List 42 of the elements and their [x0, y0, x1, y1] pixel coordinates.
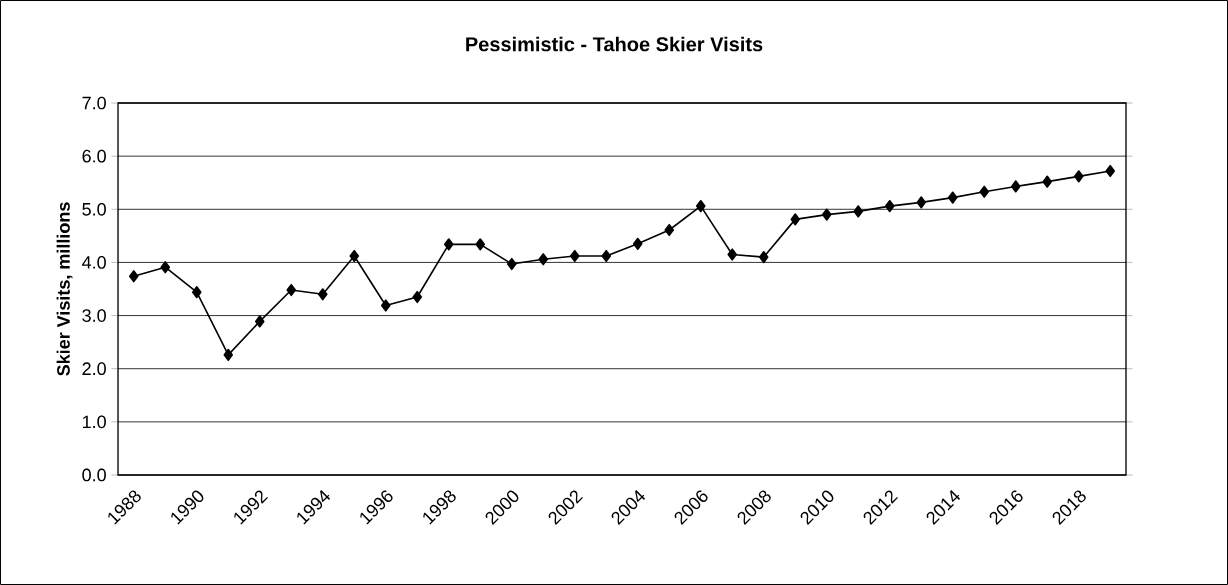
point — [947, 191, 958, 204]
point — [884, 199, 895, 213]
point — [443, 238, 454, 251]
point — [727, 248, 738, 261]
point — [128, 270, 139, 283]
point — [160, 261, 171, 274]
point — [1105, 164, 1116, 178]
point — [695, 199, 706, 213]
point — [223, 348, 234, 362]
point — [349, 249, 360, 263]
point — [1042, 175, 1053, 188]
point — [506, 257, 517, 271]
point — [758, 250, 769, 264]
y-tick-label: 2.0 — [82, 362, 106, 376]
point — [601, 249, 612, 263]
point — [380, 299, 391, 312]
point — [569, 249, 580, 263]
y-tick-label: 5.0 — [82, 202, 106, 216]
y-tick-label: 6.0 — [82, 149, 106, 163]
point — [475, 238, 486, 251]
chart-title: Pessimistic - Tahoe Skier Visits — [466, 36, 763, 52]
point — [286, 283, 297, 297]
point — [853, 205, 864, 218]
point — [821, 208, 832, 221]
point — [538, 253, 549, 266]
point — [254, 315, 265, 328]
point — [632, 237, 643, 250]
y-tick-label: 0.0 — [82, 468, 106, 482]
y-tick-label: 4.0 — [82, 256, 106, 269]
point — [790, 213, 801, 226]
y-axis-title: Skier Visits, millions — [56, 202, 73, 376]
point — [664, 223, 675, 237]
point — [979, 185, 990, 198]
point — [1010, 180, 1021, 193]
point — [317, 288, 328, 301]
point — [191, 286, 202, 299]
point — [412, 290, 423, 304]
point — [916, 196, 927, 209]
point — [1073, 170, 1084, 183]
y-tick-label: 1.0 — [82, 415, 106, 429]
y-tick-label: 3.0 — [82, 309, 106, 322]
y-tick-label: 7.0 — [82, 96, 106, 110]
